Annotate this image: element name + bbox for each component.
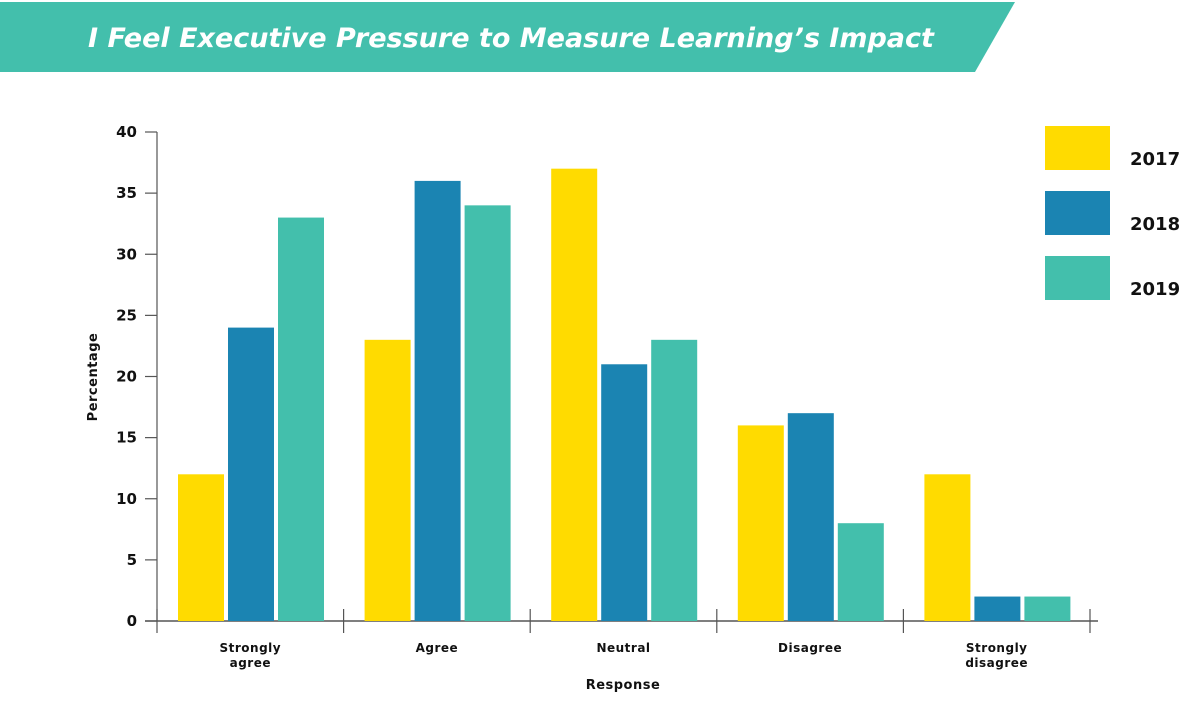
legend-swatch-2018 [1045, 191, 1110, 235]
x-tick-label: Disagree [778, 641, 842, 655]
y-tick-label: 0 [127, 612, 137, 630]
y-tick-label: 20 [116, 368, 137, 386]
bar-2019-3 [837, 523, 884, 621]
y-tick-label: 30 [116, 245, 137, 263]
y-axis-label: Percentage [86, 333, 101, 422]
x-tick-label: Neutral [596, 641, 650, 655]
bar-2017-0 [178, 474, 224, 621]
y-tick-label: 5 [127, 551, 137, 569]
y-tick-label: 10 [116, 490, 137, 508]
bar-2018-4 [974, 596, 1021, 621]
bar-2018-1 [414, 180, 461, 621]
legend-label-2019: 2019 [1130, 279, 1180, 300]
bar-2017-3 [737, 425, 784, 621]
title-banner [0, 2, 1015, 72]
legend-swatch-2019 [1045, 256, 1110, 300]
bar-2017-1 [364, 339, 411, 621]
x-tick-label: Strongly disagree [965, 641, 1028, 670]
bar-2018-2 [601, 364, 648, 621]
bar-2017-4 [924, 474, 971, 621]
legend-label-2018: 2018 [1130, 214, 1180, 235]
y-tick-label: 35 [116, 184, 137, 202]
bar-2019-2 [651, 339, 698, 621]
x-tick-label: Agree [416, 641, 459, 655]
bar-2019-1 [464, 205, 511, 621]
bar-2018-3 [787, 413, 834, 621]
bar-2018-0 [228, 327, 274, 621]
bar-2017-2 [551, 168, 598, 622]
bar-2019-0 [278, 217, 324, 621]
legend-swatch-2017 [1045, 126, 1110, 170]
bar-2019-4 [1024, 596, 1071, 621]
x-tick-label: Strongly agree [219, 641, 281, 670]
chart-title: I Feel Executive Pressure to Measure Lea… [88, 23, 935, 54]
y-tick-label: 25 [116, 306, 137, 324]
legend-label-2017: 2017 [1130, 149, 1180, 170]
x-axis-label: Response [586, 678, 661, 693]
y-tick-label: 15 [116, 429, 137, 447]
y-tick-label: 40 [116, 123, 137, 141]
